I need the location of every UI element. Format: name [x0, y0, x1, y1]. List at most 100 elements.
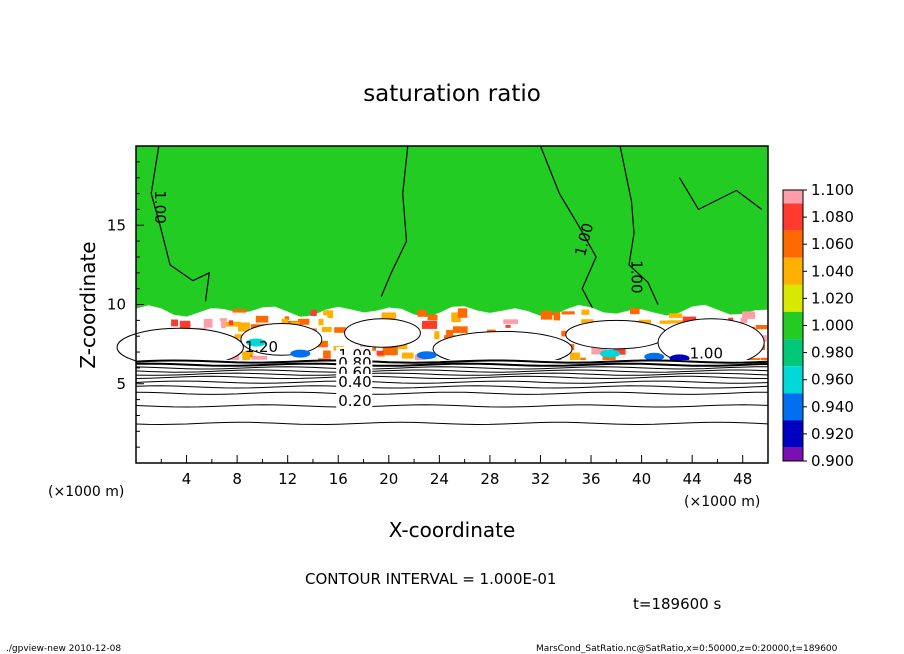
cloud-patch — [251, 355, 268, 360]
chart-title: saturation ratio — [363, 81, 541, 107]
contour-label-bg — [336, 392, 373, 408]
stratified-contour — [135, 366, 768, 370]
x-tick-label: 28 — [480, 470, 499, 488]
x-tick-label: 32 — [531, 470, 550, 488]
subsaturated-spot — [600, 349, 620, 358]
contour-lines — [135, 145, 769, 426]
cloud-patch — [381, 312, 396, 319]
contour-label: 0.20 — [338, 392, 371, 410]
y-tick-label: 15 — [107, 216, 126, 234]
cloud-patch — [241, 351, 254, 355]
contour-label: 1.00 — [627, 260, 645, 293]
cloud-patch — [421, 320, 438, 329]
cloud-patch — [298, 318, 310, 325]
colorbar-label: 0.920 — [811, 425, 854, 443]
stratified-contour — [135, 380, 769, 384]
subsaturated-spot — [644, 352, 665, 361]
cloud-patch — [219, 318, 227, 322]
cloud-patch — [171, 319, 178, 327]
cloud-patch — [232, 309, 247, 313]
contour-labels: 1.001.001.001.001.201.000.800.600.400.20 — [151, 190, 723, 410]
stratified-contour — [135, 372, 769, 376]
y-axis-ticks: 5 10 15 — [107, 145, 144, 464]
cloud-patch — [238, 322, 250, 332]
cloud-patch — [451, 312, 461, 323]
cloud-patch — [561, 311, 575, 315]
colorbar-swatch — [783, 311, 803, 339]
cloud-patch — [561, 330, 569, 337]
cloud-patch — [310, 309, 317, 316]
cloud-patch — [638, 319, 652, 324]
cloud-patch — [613, 347, 626, 355]
colorbar-swatch — [783, 447, 803, 461]
colorbar-swatch — [783, 190, 803, 204]
stratified-contour — [135, 362, 769, 367]
x-tick-label: 12 — [278, 470, 297, 488]
cloud-patch — [401, 352, 414, 359]
x-tick-label: 44 — [683, 470, 702, 488]
stratified-contour — [135, 375, 768, 380]
subsaturated-spot — [416, 351, 437, 360]
stratified-contour — [135, 391, 769, 395]
subsaturated-spot — [246, 338, 267, 347]
cloud-patch — [203, 318, 213, 328]
cloud-patch — [595, 344, 608, 355]
cloud-patch — [553, 311, 561, 321]
y-tick-label: 10 — [107, 296, 126, 314]
contour-label: 1.00 — [690, 344, 723, 362]
stratified-contour — [135, 385, 769, 389]
colorbar-swatch — [783, 420, 803, 448]
cloud-patch — [234, 334, 245, 339]
cloud-patch — [221, 321, 226, 329]
cloud-patch — [376, 350, 384, 356]
cloud-patch — [452, 326, 468, 333]
x-tick-label: 36 — [581, 470, 600, 488]
green-region — [136, 146, 768, 317]
cloud-patch — [225, 321, 241, 327]
wandering-contour — [678, 177, 763, 211]
cloud-patch — [669, 313, 683, 318]
colorbar-label: 0.980 — [811, 344, 854, 362]
cloud-patch — [581, 319, 594, 324]
cloud-patch — [503, 319, 518, 324]
cloud-patch — [255, 315, 269, 323]
x-axis-ticks: 4 8 12 16 20 24 28 32 36 40 44 48 — [135, 455, 769, 488]
stratified-contour — [135, 404, 769, 408]
footer-left: ./gpview-new 2010-12-08 — [6, 644, 121, 654]
cloud-patch — [228, 320, 234, 326]
colorbar-swatch — [783, 366, 803, 394]
colorbar-label: 1.040 — [811, 262, 854, 280]
plot-area: 1.001.001.001.001.201.000.800.600.400.20… — [107, 145, 769, 488]
clear-pocket — [565, 319, 668, 350]
cloud-patch — [540, 310, 553, 320]
x-tick-label: 40 — [632, 470, 651, 488]
cloud-patch — [242, 353, 251, 361]
x-tick-label: 24 — [430, 470, 449, 488]
cloud-patch — [179, 320, 191, 331]
x-tick-label: 48 — [733, 470, 752, 488]
x-tick-label: 8 — [232, 470, 242, 488]
contour-label: 0.40 — [338, 373, 371, 391]
cloud-patch — [318, 318, 324, 326]
time-stamp: t=189600 s — [633, 595, 721, 613]
contour-label-bg — [336, 373, 373, 389]
wandering-contour — [150, 145, 211, 302]
colorbar-swatch — [783, 339, 803, 367]
contour-interval-text: CONTOUR INTERVAL = 1.000E-01 — [305, 570, 556, 588]
colorbar-label: 1.020 — [811, 289, 854, 307]
cloud-patch — [397, 342, 408, 350]
wandering-contour — [539, 145, 597, 308]
contour-label: 1.00 — [151, 190, 169, 223]
colorbar-label: 1.060 — [811, 235, 854, 253]
cloud-patch — [446, 329, 453, 336]
cloud-patch — [284, 316, 290, 320]
colorbar-label: 1.100 — [811, 181, 854, 199]
colorbar-label: 1.000 — [811, 317, 854, 335]
cloud-patch — [417, 309, 427, 317]
cloud-patch — [667, 320, 683, 324]
cloud-patch — [327, 310, 334, 319]
colorbar-label: 0.960 — [811, 371, 854, 389]
colorbar-swatch — [783, 284, 803, 312]
cloud-patch — [323, 350, 331, 358]
cloud-patch — [581, 309, 590, 315]
